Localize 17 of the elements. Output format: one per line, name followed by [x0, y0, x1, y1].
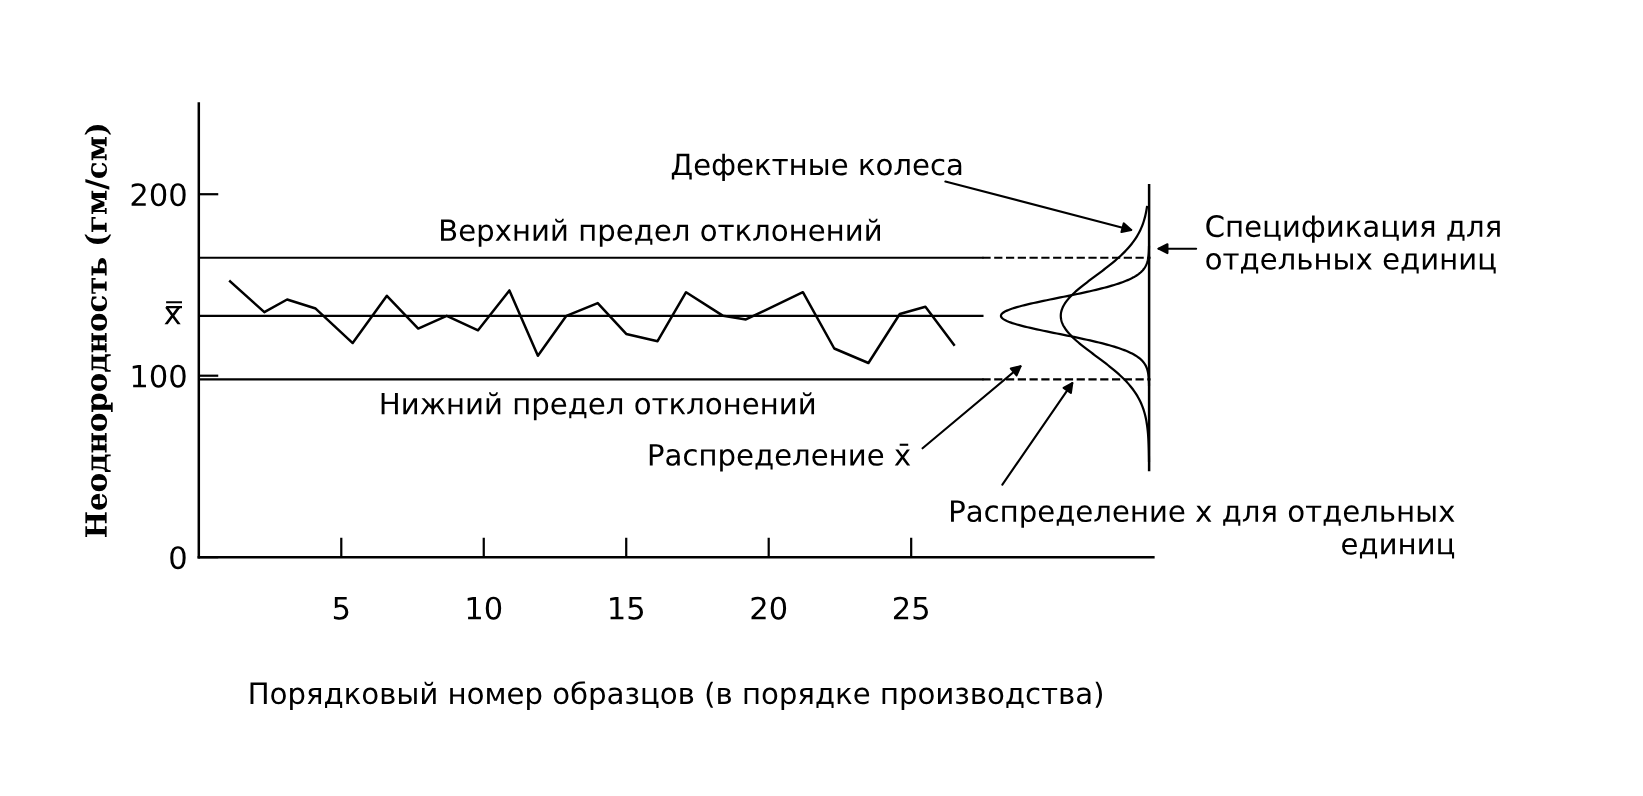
x-tick-label: 25: [893, 596, 928, 620]
x-tick-label: 20: [751, 596, 787, 620]
x-tick-label: 5: [333, 597, 349, 620]
x-axis-title: Порядковый номер образцов (в порядке производства): [250, 681, 1102, 710]
annotation: Распределение x̄: [649, 443, 911, 472]
text: Спецификация для отдельных единиц: [1206, 215, 1500, 274]
y-tick-label: 200: [131, 183, 186, 207]
y-axis-title: Неоднородность (гм/см): [84, 125, 113, 538]
annotation: Распределение x для отдельных единиц: [951, 500, 1455, 559]
y-tick-label: 0: [170, 546, 186, 570]
ref-line-label: Верхний предел отклонений: [441, 218, 880, 247]
ref-line-label: x̿: [164, 301, 182, 325]
y-tick-label: 100: [132, 364, 186, 388]
x-tick-label: 15: [610, 597, 643, 620]
annotation: Дефектные колеса: [671, 153, 962, 182]
ref-line-label: Нижний предел отклонений: [381, 392, 815, 421]
x-tick-label: 10: [467, 596, 502, 620]
